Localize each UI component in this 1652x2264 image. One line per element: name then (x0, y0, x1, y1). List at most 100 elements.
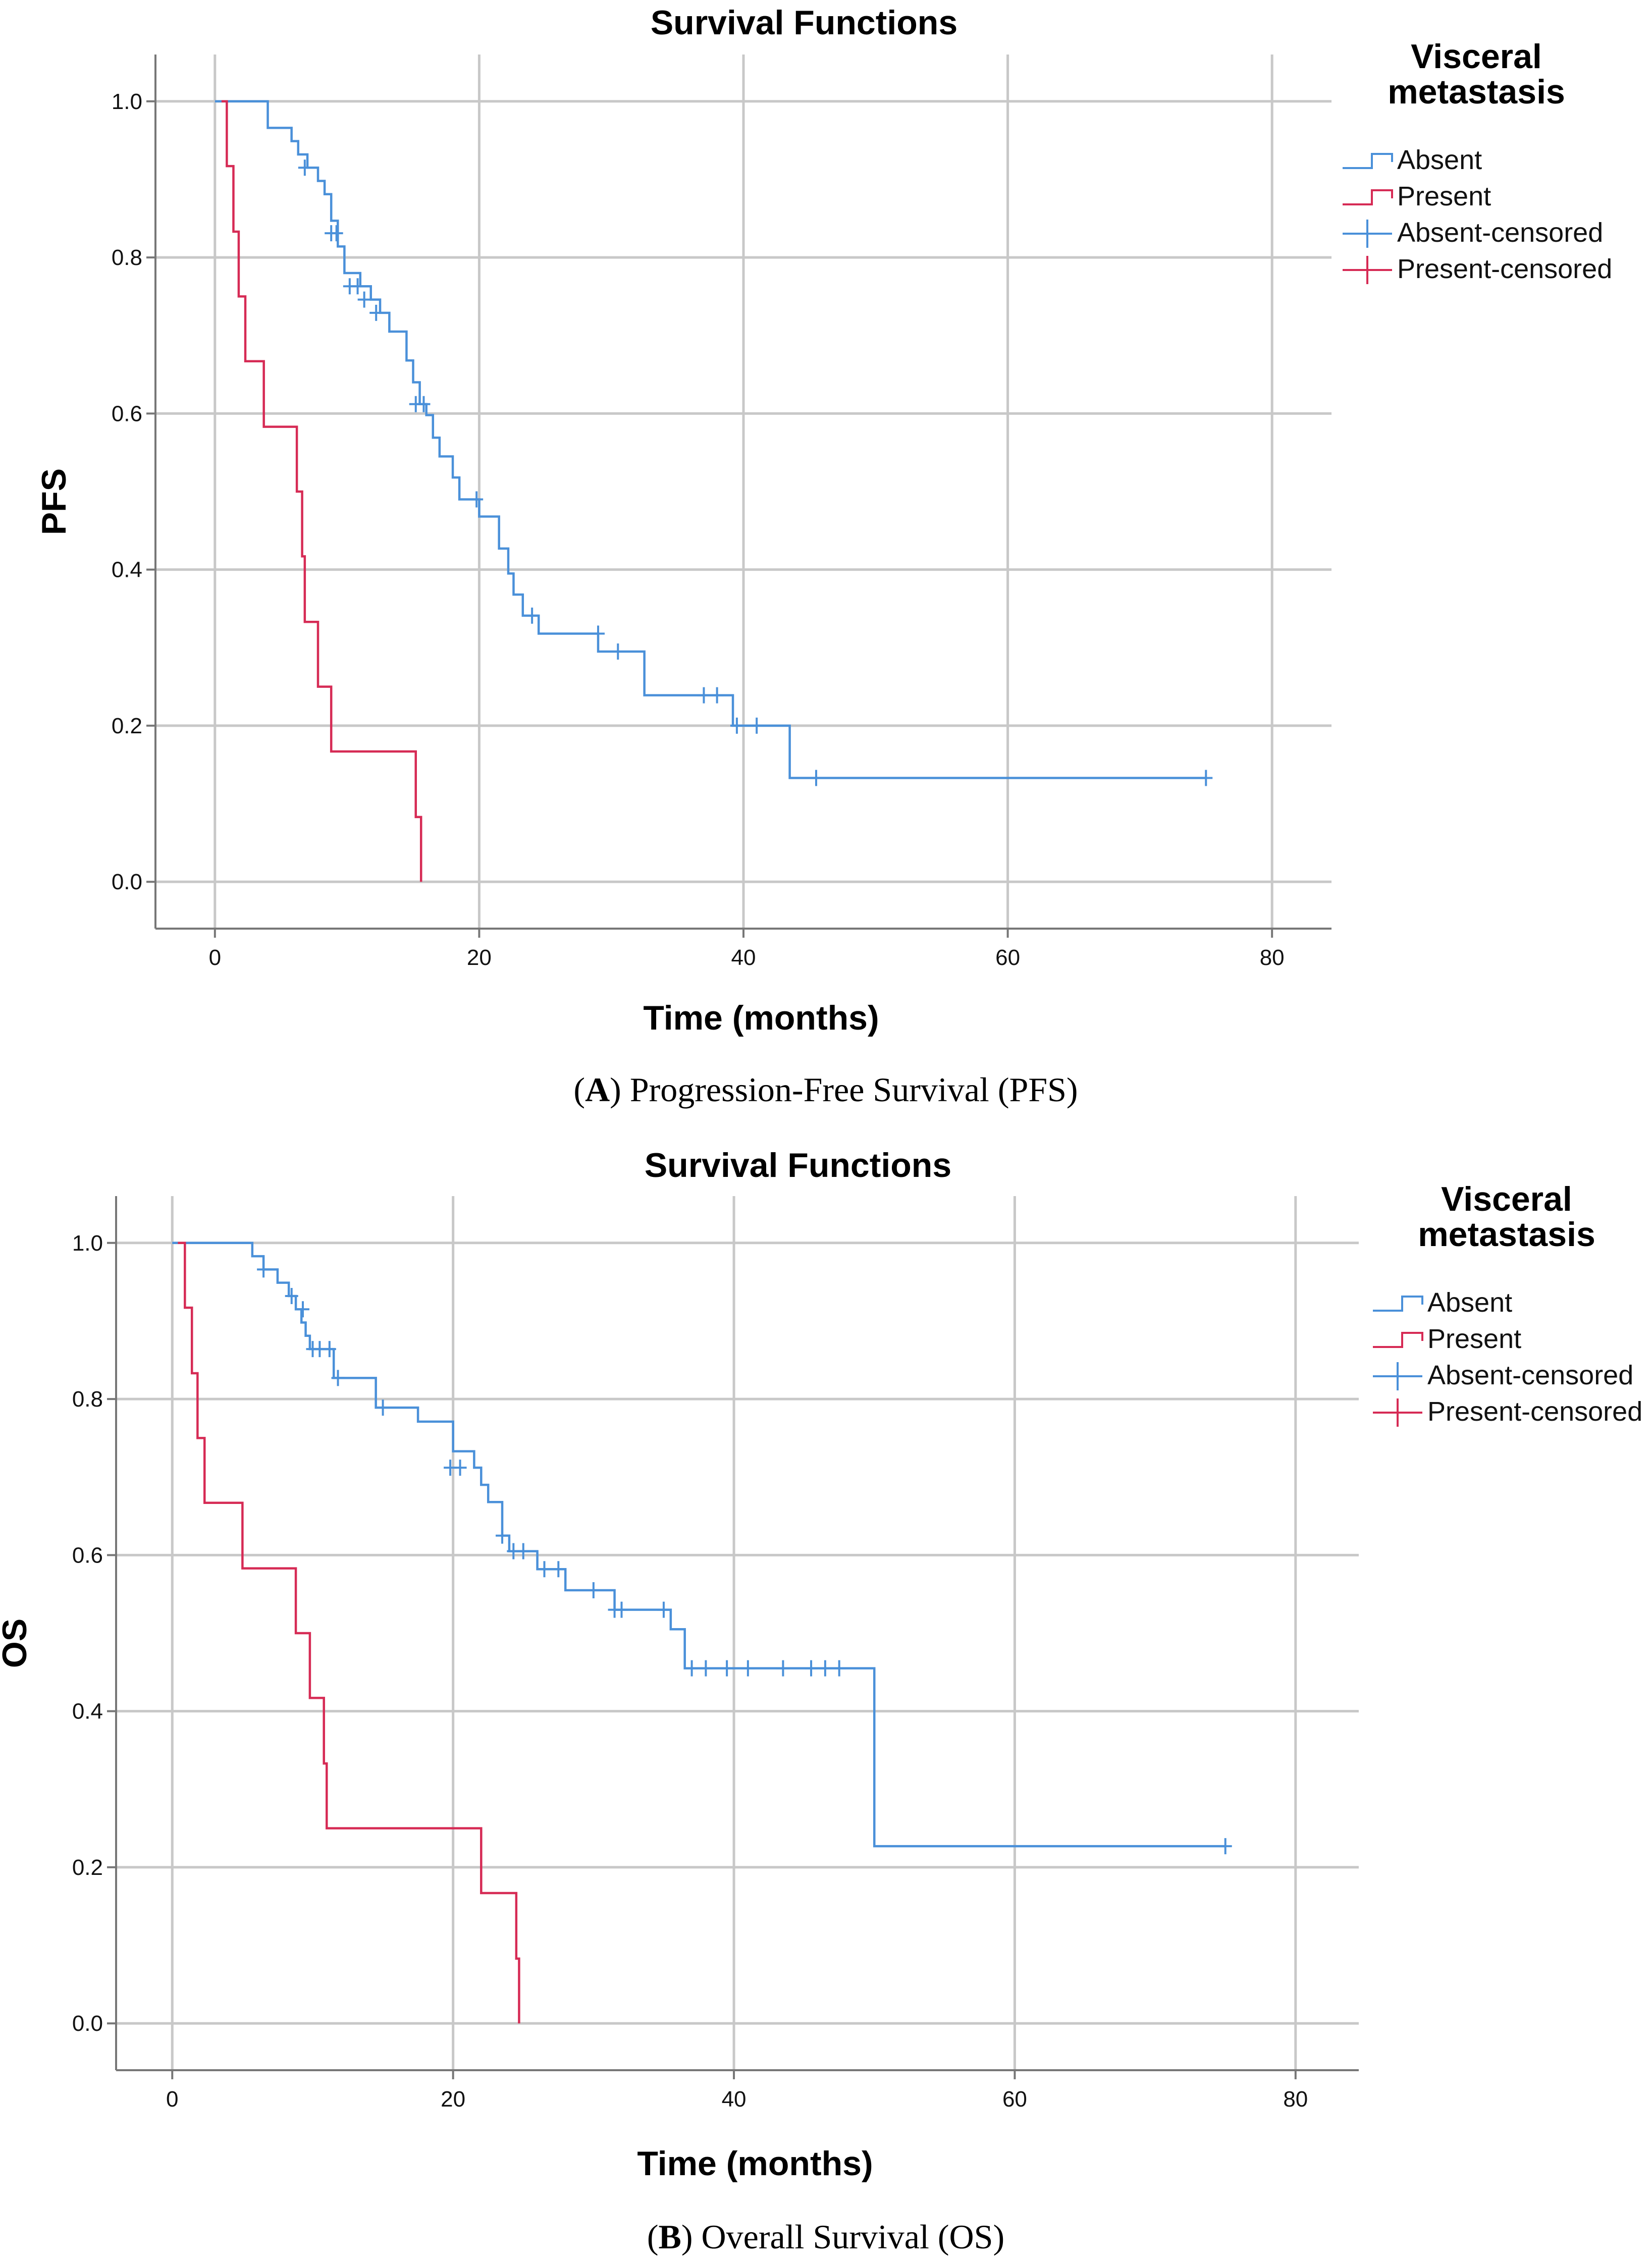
censor-mark (470, 491, 484, 508)
caption-letter: A (585, 1070, 610, 1109)
y-tick-label: 0.0 (72, 2011, 103, 2036)
censor-mark (417, 396, 431, 412)
x-axis-title: Time (months) (637, 2144, 873, 2183)
panel-caption: (B) Overall Survival (OS) (647, 2218, 1004, 2256)
legend-censor-icon (1343, 220, 1392, 248)
censor-mark (730, 717, 743, 734)
censor-mark (496, 1527, 509, 1544)
panel-caption: (A) Progression-Free Survival (PFS) (573, 1070, 1078, 1109)
chart-title: Survival Functions (651, 4, 957, 42)
legend-entry: Present-censored (1427, 1396, 1642, 1427)
censor-mark (720, 1660, 734, 1677)
survival-curve-present (178, 1242, 520, 2024)
censor-mark (592, 625, 605, 642)
legend-entry: Absent (1427, 1287, 1512, 1318)
censor-mark (818, 1660, 832, 1677)
series-present (221, 100, 422, 882)
x-tick-label: 20 (441, 2087, 465, 2112)
series-present (178, 1242, 520, 2024)
x-tick-label: 80 (1260, 945, 1285, 970)
survival-curve-absent (215, 100, 1206, 779)
censor-mark (776, 1660, 790, 1677)
censor-mark (369, 304, 383, 321)
legend-step-icon (1343, 153, 1393, 169)
censor-mark (832, 1660, 846, 1677)
censor-mark (611, 643, 625, 660)
x-tick-label: 40 (722, 2087, 747, 2112)
legend-entry: Present-censored (1397, 254, 1612, 284)
censor-mark (699, 1660, 713, 1677)
legend-title: Visceral (1441, 1180, 1572, 1218)
censor-mark (1199, 770, 1213, 786)
caption-text: ) Overall Survival (OS) (681, 2218, 1004, 2256)
survival-curve-absent (172, 1242, 1225, 1848)
censor-mark (805, 1660, 818, 1677)
legend-censor-icon (1343, 256, 1392, 284)
censor-mark (453, 1460, 467, 1476)
y-tick-label: 0.4 (72, 1699, 103, 1724)
censor-mark (697, 687, 711, 704)
censor-mark (525, 607, 539, 624)
legend-entry: Present (1397, 181, 1491, 211)
legend-step-icon (1373, 1296, 1423, 1312)
y-tick-label: 0.8 (112, 245, 142, 270)
legend-title: metastasis (1418, 1215, 1595, 1254)
censor-mark (323, 1341, 336, 1358)
legend-step-icon (1373, 1332, 1423, 1348)
legend-title: metastasis (1388, 73, 1565, 111)
x-axis-title: Time (months) (643, 999, 879, 1037)
legend-title: Visceral (1411, 37, 1542, 76)
caption-paren: ( (647, 2218, 659, 2256)
censor-mark (285, 1287, 298, 1304)
legend-censor-icon (1373, 1398, 1422, 1427)
y-tick-label: 0.4 (112, 558, 142, 582)
censor-mark (657, 1601, 670, 1618)
legend-censor-icon (1373, 1362, 1422, 1390)
x-tick-label: 80 (1283, 2087, 1308, 2112)
censor-mark (587, 1582, 600, 1598)
censor-mark (750, 717, 764, 734)
y-tick-label: 0.6 (72, 1543, 103, 1568)
censor-mark (685, 1660, 699, 1677)
censor-mark (257, 1261, 271, 1278)
x-tick-label: 40 (731, 945, 756, 970)
y-tick-label: 0.2 (112, 714, 142, 738)
x-tick-label: 0 (166, 2087, 178, 2112)
legend-entry: Absent-censored (1427, 1360, 1633, 1390)
legend-step-icon (1343, 189, 1393, 205)
y-axis-title: OS (0, 1619, 34, 1668)
legend-entry: Absent (1397, 145, 1482, 175)
y-axis-title: PFS (35, 468, 73, 535)
censor-mark (331, 1370, 345, 1386)
censor-mark (809, 770, 823, 786)
caption-paren: ( (573, 1070, 585, 1109)
censor-mark (296, 1301, 309, 1318)
censor-mark (351, 278, 364, 295)
y-tick-label: 1.0 (72, 1231, 103, 1256)
gridlines (116, 1196, 1359, 2070)
x-tick-label: 0 (209, 945, 221, 970)
censor-mark (357, 291, 371, 308)
legend-entry: Absent-censored (1397, 218, 1603, 248)
censor-mark (1218, 1838, 1232, 1855)
survival-curve-present (221, 100, 422, 882)
chart-panel-pfs: 0.0 0.2 0.4 0.6 0.8 1.0 0 20 40 60 80 Survival Func… (35, 4, 1612, 1109)
gridlines (155, 55, 1331, 929)
x-tick-label: 60 (995, 945, 1020, 970)
caption-text: ) Progression-Free Survival (PFS) (610, 1070, 1078, 1109)
legend-entry: Present (1427, 1324, 1521, 1354)
y-tick-label: 0.8 (72, 1387, 103, 1412)
y-tick-label: 1.0 (112, 89, 142, 114)
chart-panel-os: 0.0 0.2 0.4 0.6 0.8 1.0 0 20 40 60 80 Survival Func… (0, 1146, 1642, 2256)
censor-mark (615, 1601, 628, 1618)
censor-mark (376, 1399, 390, 1416)
y-tick-label: 0.0 (112, 870, 142, 894)
y-tick-label: 0.2 (72, 1855, 103, 1880)
x-tick-label: 60 (1002, 2087, 1027, 2112)
censor-mark (330, 225, 343, 242)
censor-mark (298, 159, 311, 176)
censor-mark (552, 1561, 565, 1578)
series-absent (172, 1242, 1232, 1855)
